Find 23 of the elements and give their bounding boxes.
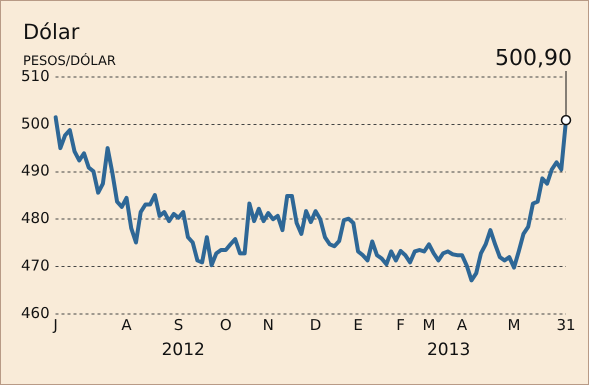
y-tick-label: 510 [20, 66, 50, 85]
y-tick-label: 470 [20, 256, 50, 274]
x-tick-label: A [456, 316, 468, 334]
y-tick-label: 460 [20, 304, 50, 322]
y-tick-label: 500 [20, 114, 50, 132]
x-tick-label: D [310, 316, 322, 334]
x-tick-label: N [262, 316, 274, 334]
chart-title: Dólar [23, 20, 80, 44]
y-tick-label: 490 [20, 162, 50, 180]
x-tick-label: M [508, 316, 520, 334]
x-tick-label: 31 [556, 316, 576, 334]
x-tick-label: O [220, 316, 232, 334]
text: 2013 [426, 340, 470, 360]
x-tick-label: E [353, 316, 363, 334]
x-tick-label: F [396, 316, 405, 334]
y-tick-label: 480 [20, 209, 50, 228]
y-axis-title: PESOS/DÓLAR [23, 52, 116, 69]
text: 2012 [162, 340, 205, 360]
x-tick-label: S [174, 316, 184, 334]
x-tick-label: J [52, 316, 58, 334]
x-tick-label: A [121, 316, 132, 334]
x-tick-label: M [422, 316, 436, 334]
annotation: 500,90 [495, 46, 572, 71]
